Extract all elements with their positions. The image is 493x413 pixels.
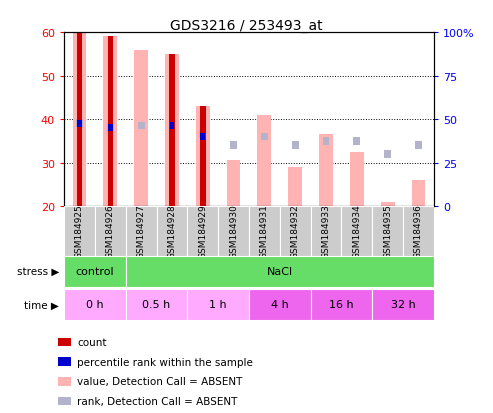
Text: GSM184935: GSM184935 — [383, 204, 392, 259]
Bar — [77, 121, 82, 127]
Text: 4 h: 4 h — [271, 299, 289, 310]
Bar — [341, 206, 372, 256]
Bar — [126, 206, 157, 256]
Text: GSM184933: GSM184933 — [321, 204, 330, 259]
Text: percentile rank within the sample: percentile rank within the sample — [77, 357, 253, 367]
Bar — [353, 138, 360, 145]
Bar — [311, 289, 372, 320]
Bar — [58, 338, 71, 347]
Bar — [412, 180, 425, 206]
Bar — [170, 123, 174, 130]
Bar — [261, 133, 268, 141]
Text: 0.5 h: 0.5 h — [142, 299, 171, 310]
Bar — [350, 152, 364, 206]
Bar — [199, 131, 206, 139]
Bar — [58, 358, 71, 366]
Bar — [218, 206, 249, 256]
Bar — [72, 33, 86, 206]
Bar — [319, 135, 333, 206]
Bar — [77, 33, 82, 206]
Bar — [322, 138, 329, 145]
Bar — [187, 289, 249, 320]
Bar — [230, 142, 237, 150]
Bar — [58, 377, 71, 386]
Bar — [134, 50, 148, 206]
Bar — [95, 206, 126, 256]
Bar — [292, 142, 299, 150]
Text: 1 h: 1 h — [210, 299, 227, 310]
Text: GSM184927: GSM184927 — [137, 204, 145, 259]
Bar — [107, 125, 114, 132]
Bar — [187, 206, 218, 256]
Bar — [196, 107, 210, 206]
Bar — [107, 37, 113, 206]
Bar — [165, 55, 179, 206]
Bar — [104, 37, 117, 206]
Bar — [126, 289, 187, 320]
Bar — [76, 120, 83, 128]
Text: GSM184936: GSM184936 — [414, 204, 423, 259]
Bar — [249, 206, 280, 256]
Bar — [64, 256, 126, 287]
Text: GSM184928: GSM184928 — [168, 204, 176, 259]
Text: rank, Detection Call = ABSENT: rank, Detection Call = ABSENT — [77, 396, 238, 406]
Text: value, Detection Call = ABSENT: value, Detection Call = ABSENT — [77, 376, 243, 387]
Bar — [169, 122, 176, 130]
Bar — [200, 107, 206, 206]
Bar — [257, 115, 271, 206]
Bar — [384, 151, 391, 158]
Bar — [372, 206, 403, 256]
Bar — [403, 206, 434, 256]
Bar — [381, 202, 394, 206]
Bar — [169, 55, 175, 206]
Text: GSM184925: GSM184925 — [75, 204, 84, 259]
Text: 0 h: 0 h — [86, 299, 104, 310]
Text: GSM184934: GSM184934 — [352, 204, 361, 259]
Bar — [157, 206, 187, 256]
Bar — [311, 206, 341, 256]
Bar — [126, 256, 434, 287]
Bar — [280, 206, 311, 256]
Text: count: count — [77, 337, 107, 347]
Text: GDS3216 / 253493_at: GDS3216 / 253493_at — [170, 19, 323, 33]
Bar — [372, 289, 434, 320]
Text: GSM184929: GSM184929 — [198, 204, 207, 259]
Text: 32 h: 32 h — [390, 299, 416, 310]
Text: NaCl: NaCl — [267, 266, 293, 277]
Bar — [227, 161, 241, 206]
Text: GSM184926: GSM184926 — [106, 204, 115, 259]
Text: 16 h: 16 h — [329, 299, 353, 310]
Bar — [415, 142, 422, 150]
Text: time ▶: time ▶ — [24, 299, 59, 310]
Bar — [249, 289, 311, 320]
Bar — [64, 206, 95, 256]
Bar — [138, 122, 144, 130]
Text: control: control — [75, 266, 114, 277]
Text: GSM184930: GSM184930 — [229, 204, 238, 259]
Text: GSM184931: GSM184931 — [260, 204, 269, 259]
Text: stress ▶: stress ▶ — [17, 266, 59, 277]
Bar — [108, 125, 112, 132]
Bar — [288, 168, 302, 206]
Text: GSM184932: GSM184932 — [291, 204, 300, 259]
Bar — [58, 397, 71, 405]
Bar — [201, 134, 205, 140]
Bar — [64, 289, 126, 320]
